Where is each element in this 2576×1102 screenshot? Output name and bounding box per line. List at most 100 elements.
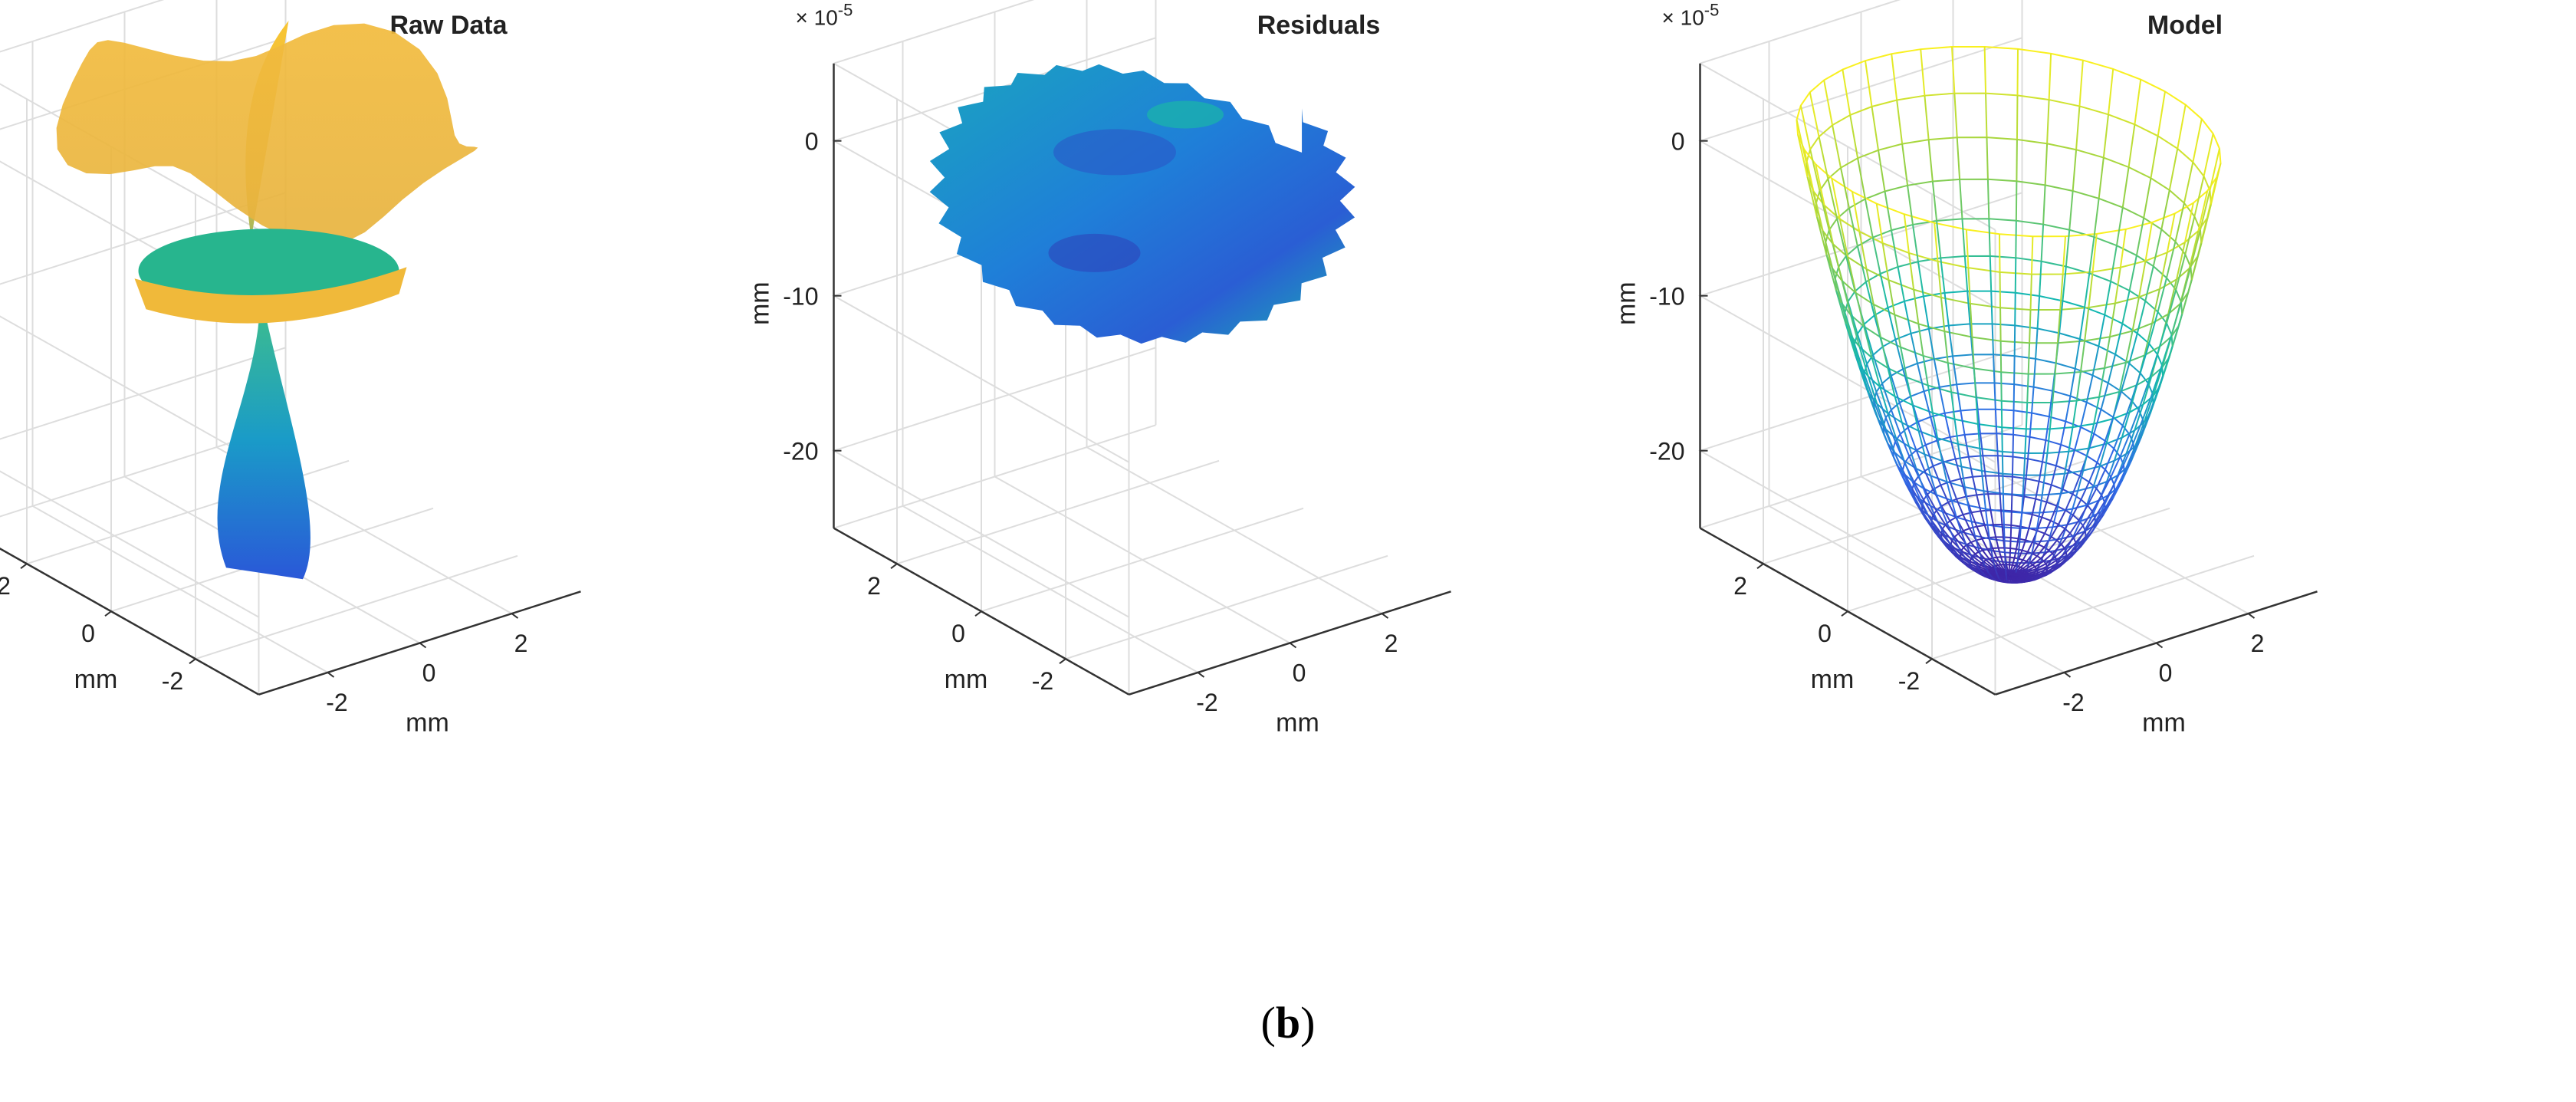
mesh-radial [1835, 290, 1847, 324]
mesh-radial [1967, 505, 1973, 522]
mesh-radial [2072, 498, 2082, 516]
mesh-radial [1887, 413, 1898, 439]
mesh-radial [1940, 485, 1950, 503]
mesh-radial [1901, 469, 1914, 489]
mesh-radial [2000, 580, 2003, 583]
mesh-radial [2015, 181, 2018, 221]
grid-line [833, 0, 1035, 64]
mesh-radial [1871, 237, 1881, 275]
mesh-radial [2082, 511, 2093, 526]
mesh-radial [2098, 157, 2104, 199]
mesh-radial [1881, 383, 1892, 410]
mesh-radial [2000, 372, 2003, 401]
mesh-radial [2077, 470, 2085, 492]
mesh-radial [1967, 291, 1971, 324]
y-tick-label: -2 [162, 667, 183, 695]
y-tick [1059, 658, 1066, 665]
mesh-radial [1949, 436, 1957, 459]
mesh-radial [2027, 574, 2038, 577]
mesh-radial [2056, 309, 2062, 344]
mesh-radial [1999, 564, 2006, 571]
mesh-radial [2017, 571, 2028, 576]
mesh-radial [1936, 494, 1944, 512]
mesh-radial [2013, 384, 2016, 411]
mesh-radial [2011, 476, 2013, 495]
mesh-radial [1960, 466, 1966, 488]
mesh-radial [2012, 578, 2017, 583]
grid-line [1086, 446, 1382, 614]
mesh-radial [2050, 465, 2057, 485]
mesh-radial [2029, 413, 2033, 437]
mesh-radial [2074, 426, 2082, 450]
mesh-radial [2026, 541, 2033, 553]
mesh-radial [2055, 493, 2062, 512]
mesh-radial [2064, 515, 2074, 529]
mesh-radial [2050, 524, 2059, 538]
mesh-radial [2140, 413, 2151, 439]
mesh-radial [1806, 176, 1819, 218]
mesh-radial [2049, 402, 2054, 429]
mesh-radial [1849, 335, 1861, 367]
mesh-radial [1956, 498, 1964, 515]
mesh-radial [2029, 274, 2032, 311]
mesh-radial [1924, 470, 1934, 490]
mesh-radial [1822, 230, 1833, 268]
mesh-radial [1815, 163, 1825, 206]
mesh-radial [1970, 541, 1980, 553]
mesh-radial [1840, 302, 1852, 336]
mesh-radial [2019, 580, 2025, 583]
mesh-radial [1937, 261, 1942, 298]
mesh-radial [2112, 391, 2122, 418]
mesh-radial [1962, 514, 1970, 529]
mesh-radial [1902, 472, 1914, 493]
mesh-radial [2045, 485, 2052, 502]
mesh-radial [2013, 577, 2020, 582]
mesh-radial [1984, 508, 1989, 525]
mesh-radial [2055, 551, 2067, 561]
mesh-radial [1823, 205, 1835, 245]
mesh-radial [1998, 234, 2001, 272]
mesh-radial [2143, 403, 2154, 429]
mesh-radial [1960, 531, 1967, 545]
mesh-radial [1924, 454, 1932, 476]
mesh-radial [1995, 537, 1999, 548]
mesh-radial [1951, 551, 1961, 561]
mesh-radial [2184, 215, 2196, 255]
mesh-radial [1842, 69, 1852, 116]
mesh-radial [1863, 326, 1873, 358]
mesh-radial [2108, 303, 2116, 337]
mesh-radial [2065, 546, 2077, 558]
mesh-radial [1980, 558, 1986, 567]
mesh-radial [1961, 219, 1966, 257]
mesh-radial [1831, 268, 1842, 304]
mesh-radial [2158, 252, 2168, 290]
mesh-radial [1980, 433, 1984, 456]
mesh-radial [1992, 560, 1996, 569]
mesh-radial [2123, 442, 2134, 465]
mesh-radial [1983, 491, 1986, 509]
mesh-radial [1996, 557, 2002, 565]
mesh-radial [2058, 301, 2064, 334]
mesh-radial [1895, 438, 1905, 462]
mesh-radial [1864, 199, 1874, 238]
mesh-radial [2024, 564, 2033, 571]
mesh-radial [1908, 446, 1917, 469]
mesh-radial [2100, 494, 2111, 512]
mesh-radial [2144, 222, 2153, 262]
mesh-radial [1996, 574, 2000, 579]
mesh-radial [1868, 393, 1880, 420]
mesh-radial [2018, 550, 2023, 560]
mesh-radial [1931, 181, 1938, 222]
mesh-radial [2031, 498, 2037, 515]
mesh-radial [1879, 387, 1889, 414]
mesh-radial [1990, 510, 1994, 525]
mesh-radial [1899, 433, 1911, 457]
mesh-radial [1972, 555, 1983, 564]
x-tick-label: -2 [326, 689, 347, 716]
mesh-radial [2009, 548, 2012, 558]
mesh-radial [1924, 444, 1934, 467]
mesh-radial [2054, 548, 2065, 558]
mesh-radial [2117, 453, 2128, 476]
mesh-radial [2088, 423, 2095, 449]
mesh-radial [1950, 392, 1956, 419]
